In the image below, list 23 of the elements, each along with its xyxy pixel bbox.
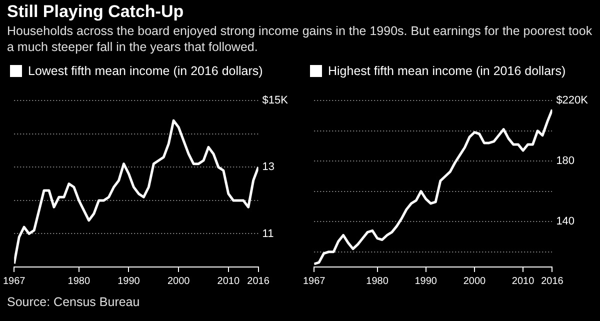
- legend-label: Highest fifth mean income (in 2016 dollars): [328, 64, 566, 78]
- x-tick-label: 2010: [217, 276, 240, 287]
- legend-label: Lowest fifth mean income (in 2016 dollars): [28, 64, 263, 78]
- x-tick-label: 1967: [3, 276, 26, 287]
- y-tick-label: 180: [556, 155, 575, 168]
- source-note: Source: Census Bureau: [7, 295, 140, 309]
- x-tick-label: 1980: [366, 276, 389, 287]
- x-tick-label: 1967: [303, 276, 326, 287]
- text: Households across the board enjoyed strong income gains in the 1990s. But earnings for the poorest took a much steeper fall in the years that followed.: [7, 23, 594, 55]
- x-tick-label: 2010: [512, 276, 535, 287]
- x-tick-label: 1980: [68, 276, 90, 287]
- y-tick-label: $15K: [262, 94, 289, 107]
- y-tick-label: 13: [262, 161, 275, 174]
- x-tick-label: 2016: [541, 276, 564, 287]
- x-tick-label: 1990: [118, 276, 140, 287]
- y-tick-label: $220K: [556, 94, 589, 107]
- x-tick-label: 2000: [463, 276, 486, 287]
- x-tick-label: 2016: [247, 276, 270, 287]
- y-tick-label: 11: [262, 228, 274, 240]
- x-tick-label: 1990: [414, 276, 438, 287]
- x-tick-label: 2000: [167, 276, 190, 287]
- chart-title: Still Playing Catch-Up: [7, 2, 184, 22]
- y-tick-label: 140: [556, 216, 575, 228]
